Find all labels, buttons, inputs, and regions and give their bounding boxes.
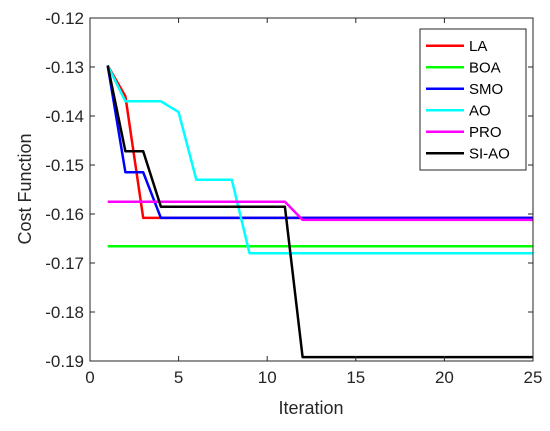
series-line-ao bbox=[106, 64, 533, 255]
legend: LA BOA SMO AO PRO SI-AO bbox=[419, 28, 527, 171]
y-tick-label: -0.19 bbox=[45, 352, 84, 371]
series-line-si-ao bbox=[106, 65, 533, 359]
y-tick-label: -0.15 bbox=[45, 156, 84, 175]
axes-box bbox=[89, 17, 534, 362]
legend-box bbox=[419, 28, 527, 171]
x-tick-label: 10 bbox=[258, 368, 277, 387]
series-layer bbox=[106, 64, 533, 359]
series-line-pro bbox=[107, 200, 533, 222]
x-tick-label: 20 bbox=[435, 368, 454, 387]
x-tick-label: 0 bbox=[85, 368, 94, 387]
axes bbox=[89, 17, 534, 362]
y-tick-label: -0.18 bbox=[45, 303, 84, 322]
y-tick-labels: -0.12 -0.13 -0.14 -0.15 -0.16 -0.17 -0.18 -0.19 bbox=[45, 9, 84, 371]
x-tick-label: 25 bbox=[524, 368, 543, 387]
legend-label-boa: BOA bbox=[469, 59, 501, 76]
x-tick-label: 5 bbox=[174, 368, 183, 387]
y-axis-label: Cost Function bbox=[15, 133, 35, 244]
x-axis-label: Iteration bbox=[278, 398, 343, 418]
legend-label-smo: SMO bbox=[469, 81, 503, 98]
y-tick-label: -0.17 bbox=[45, 254, 84, 273]
legend-label-ao: AO bbox=[469, 102, 491, 119]
y-tick-label: -0.12 bbox=[45, 9, 84, 28]
legend-label-si-ao: SI-AO bbox=[469, 145, 510, 162]
y-tick-label: -0.16 bbox=[45, 205, 84, 224]
legend-label-la: LA bbox=[469, 38, 487, 55]
x-tick-label: 15 bbox=[346, 368, 365, 387]
y-tick-label: -0.13 bbox=[45, 58, 84, 77]
x-tick-labels: 0 5 10 15 20 25 bbox=[85, 368, 542, 387]
legend-label-pro: PRO bbox=[469, 124, 502, 141]
y-tick-label: -0.14 bbox=[45, 107, 84, 126]
series-line-smo bbox=[106, 65, 533, 220]
tick-marks bbox=[89, 17, 534, 362]
